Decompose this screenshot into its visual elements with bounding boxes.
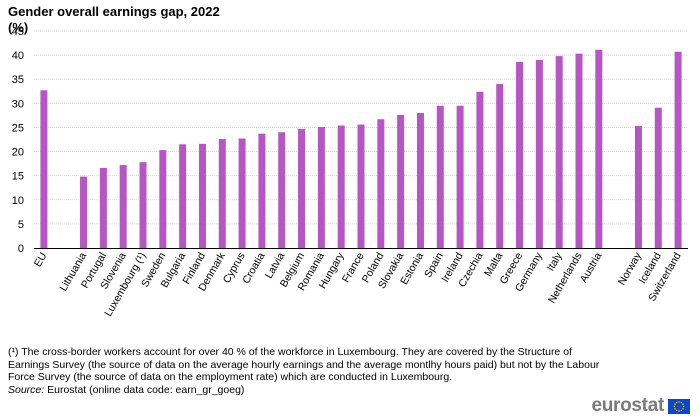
- bar: [337, 125, 345, 248]
- bar: [179, 144, 187, 248]
- bar: [575, 53, 583, 248]
- source-text: Eurostat (online data code: earn_gr_goeg…: [47, 383, 245, 396]
- eurostat-logo: eurostat: [591, 395, 690, 417]
- bar: [397, 114, 405, 248]
- footnote: (¹) The cross-border workers account for…: [8, 346, 608, 396]
- bar: [674, 51, 682, 249]
- bar: [99, 167, 107, 248]
- y-tick-label: 25: [12, 122, 24, 134]
- source-label: Source:: [8, 383, 45, 396]
- y-tick-label: 5: [18, 219, 24, 231]
- bar: [298, 128, 306, 248]
- y-tick-label: 30: [12, 98, 24, 110]
- flag-star: [673, 405, 676, 407]
- bar: [317, 126, 325, 248]
- flag-star: [676, 409, 678, 411]
- bar: [436, 105, 444, 248]
- bar: [139, 162, 147, 248]
- bar: [516, 61, 524, 249]
- logo-text: eurostat: [591, 395, 664, 416]
- footnote-note: (¹) The cross-border workers account for…: [8, 346, 600, 383]
- flag-star: [678, 400, 680, 403]
- flag-star: [682, 407, 684, 409]
- y-tick-label: 20: [12, 147, 24, 159]
- flag-star: [682, 405, 685, 407]
- bars: [40, 49, 682, 249]
- eu-flag-icon: [668, 398, 690, 414]
- bar: [595, 49, 603, 248]
- bar: [634, 125, 642, 248]
- bar-chart: 0 5 10 15 20 25 30 35 40 45 EU LithuaniaPortugalSl…: [12, 26, 688, 319]
- y-tick-label: 0: [18, 243, 24, 255]
- bar: [198, 143, 206, 248]
- bar: [456, 105, 464, 248]
- bar: [80, 176, 88, 248]
- y-tick-label: 45: [12, 26, 24, 38]
- bar: [238, 138, 246, 248]
- flag-star: [678, 409, 680, 412]
- y-tick-label: 15: [12, 171, 24, 183]
- y-tick-label: 40: [12, 50, 24, 62]
- flag-star: [676, 401, 678, 403]
- bar: [357, 124, 365, 248]
- flag-star: [674, 403, 676, 405]
- bar: [416, 112, 424, 248]
- flag-star: [682, 403, 684, 405]
- bar: [476, 91, 484, 248]
- bar: [496, 84, 504, 249]
- flag-star: [674, 407, 676, 409]
- chart-title-line1: Gender overall earnings gap, 2022: [8, 4, 220, 19]
- bar: [159, 150, 167, 248]
- bar: [278, 132, 286, 248]
- bar: [654, 107, 662, 248]
- bar: [258, 133, 266, 248]
- bar: [555, 56, 563, 248]
- chart-title: Gender overall earnings gap, 2022 (%): [8, 4, 220, 36]
- chart-unit-label: (%): [8, 20, 29, 35]
- y-tick-label: 35: [12, 74, 24, 86]
- x-tick-label: EU: [32, 251, 50, 270]
- flag-star: [680, 409, 682, 411]
- bar: [40, 90, 48, 249]
- y-axis-ticks: 0 5 10 15 20 25 30 35 40 45: [12, 26, 24, 255]
- flag-star: [680, 401, 682, 403]
- bar: [377, 119, 385, 248]
- bar: [119, 165, 127, 248]
- bar: [218, 139, 226, 248]
- y-tick-label: 10: [12, 195, 24, 207]
- bar: [535, 59, 543, 248]
- footnote-source: Source: Eurostat (online data code: earn…: [8, 384, 608, 397]
